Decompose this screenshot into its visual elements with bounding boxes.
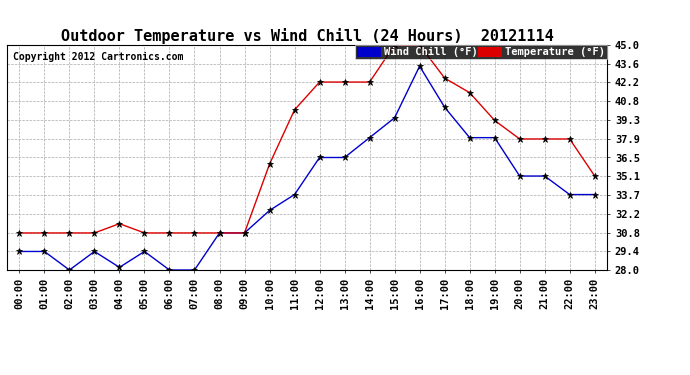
Text: Copyright 2012 Cartronics.com: Copyright 2012 Cartronics.com [13,52,184,62]
Title: Outdoor Temperature vs Wind Chill (24 Hours)  20121114: Outdoor Temperature vs Wind Chill (24 Ho… [61,28,553,44]
Legend: Wind Chill (°F), Temperature (°F): Wind Chill (°F), Temperature (°F) [355,45,607,59]
